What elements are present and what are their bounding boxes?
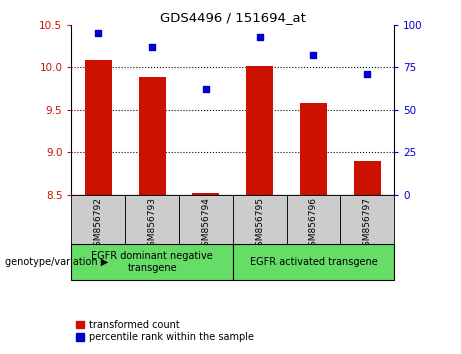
- Bar: [179, 195, 233, 244]
- Point: [202, 86, 210, 92]
- Bar: [233, 244, 394, 280]
- Bar: [340, 195, 394, 244]
- Text: GSM856796: GSM856796: [309, 197, 318, 252]
- Point: [310, 52, 317, 58]
- Legend: transformed count, percentile rank within the sample: transformed count, percentile rank withi…: [77, 320, 254, 342]
- Bar: [246, 65, 273, 195]
- Point: [95, 30, 102, 36]
- Bar: [125, 195, 179, 244]
- Bar: [193, 193, 219, 195]
- Text: GSM856792: GSM856792: [94, 197, 103, 252]
- Bar: [139, 78, 165, 195]
- Bar: [71, 195, 125, 244]
- Point: [148, 44, 156, 50]
- Point: [256, 34, 263, 40]
- Bar: [85, 61, 112, 195]
- Bar: [71, 244, 233, 280]
- Text: GSM856797: GSM856797: [363, 197, 372, 252]
- Text: EGFR activated transgene: EGFR activated transgene: [249, 257, 378, 267]
- Text: genotype/variation ▶: genotype/variation ▶: [5, 257, 108, 267]
- Text: EGFR dominant negative
transgene: EGFR dominant negative transgene: [91, 251, 213, 273]
- Point: [364, 71, 371, 77]
- Text: GSM856794: GSM856794: [201, 197, 210, 252]
- Bar: [354, 161, 381, 195]
- Text: GSM856795: GSM856795: [255, 197, 264, 252]
- Text: GSM856793: GSM856793: [148, 197, 157, 252]
- Bar: [233, 195, 287, 244]
- Bar: [287, 195, 340, 244]
- Title: GDS4496 / 151694_at: GDS4496 / 151694_at: [160, 11, 306, 24]
- Bar: [300, 103, 327, 195]
